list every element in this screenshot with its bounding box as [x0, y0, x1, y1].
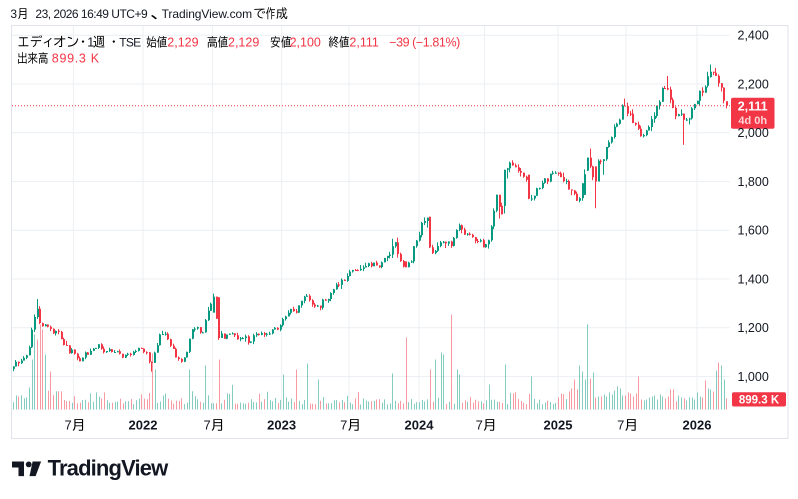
svg-text:TradingView: TradingView [48, 456, 170, 481]
svg-text:2023: 2023 [267, 418, 296, 433]
svg-text:2,200: 2,200 [738, 77, 769, 91]
svg-text:2022: 2022 [129, 418, 158, 433]
svg-text:1,800: 1,800 [738, 175, 769, 189]
svg-text:2,111: 2,111 [349, 36, 378, 50]
svg-text:2,129: 2,129 [167, 36, 198, 50]
svg-text:2,100: 2,100 [290, 36, 321, 50]
svg-text:2,111: 2,111 [738, 100, 768, 114]
svg-text:1: 1 [87, 36, 94, 50]
svg-text:23, 2026 16:49 UTC+9: 23, 2026 16:49 UTC+9 [35, 7, 148, 21]
svg-text:7: 7 [204, 418, 211, 433]
svg-text:TradingView.com: TradingView.com [162, 7, 253, 21]
svg-text:3: 3 [10, 7, 17, 21]
svg-text:2,000: 2,000 [738, 126, 769, 140]
svg-text:7: 7 [340, 418, 347, 433]
svg-text:7: 7 [65, 418, 72, 433]
svg-text:TSE: TSE [119, 36, 141, 50]
svg-text:−39 (−1.81%): −39 (−1.81%) [389, 36, 460, 50]
svg-text:2024: 2024 [405, 418, 435, 433]
svg-text:2026: 2026 [683, 418, 712, 433]
svg-text:2,400: 2,400 [738, 29, 769, 43]
svg-text:2,129: 2,129 [228, 36, 259, 50]
svg-text:4d 0h: 4d 0h [738, 115, 767, 127]
svg-text:1,600: 1,600 [738, 224, 769, 238]
svg-text:899.3 K: 899.3 K [52, 52, 100, 66]
svg-text:899.3 K: 899.3 K [739, 394, 780, 406]
svg-text:1,000: 1,000 [738, 370, 769, 384]
svg-text:1,200: 1,200 [738, 321, 769, 335]
svg-text:7: 7 [617, 418, 624, 433]
svg-text:2025: 2025 [544, 418, 573, 433]
svg-text:1,400: 1,400 [738, 272, 769, 286]
svg-text:7: 7 [476, 418, 483, 433]
